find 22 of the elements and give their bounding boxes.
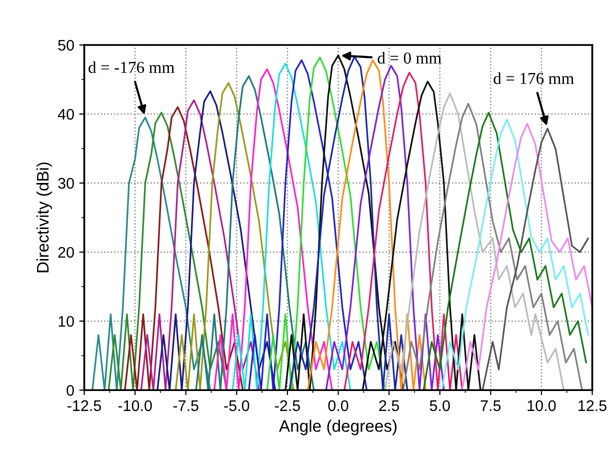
x-tick-label: 12.5 [578, 400, 606, 412]
x-tick-label: -7.5 [173, 400, 198, 412]
annotation: d = -176 mm [88, 61, 174, 74]
x-tick-label: -2.5 [274, 400, 300, 412]
y-tick-label: 40 [58, 108, 74, 120]
x-tick-label: 0.0 [328, 400, 348, 412]
x-tick-label: -5.0 [224, 400, 250, 412]
x-tick-label: -10.0 [118, 400, 152, 412]
y-axis-title: Directivity (dBi) [36, 162, 52, 272]
y-tick-label: 30 [58, 178, 74, 189]
x-axis-title: Angle (degrees) [278, 420, 397, 436]
x-tick-label: 7.5 [480, 400, 501, 412]
y-tick-label: 0 [66, 385, 74, 396]
y-tick-label: 50 [58, 40, 74, 51]
x-tick-label: -12.5 [68, 400, 102, 412]
x-tick-label: 2.5 [379, 400, 400, 412]
y-tick-label: 10 [58, 316, 74, 327]
x-tick-label: 5.0 [430, 400, 450, 412]
x-tick-label: 10.0 [528, 400, 556, 412]
annotation: d = 176 mm [494, 72, 574, 84]
y-tick-label: 20 [58, 246, 74, 258]
annotation: d = 0 mm [378, 52, 442, 64]
